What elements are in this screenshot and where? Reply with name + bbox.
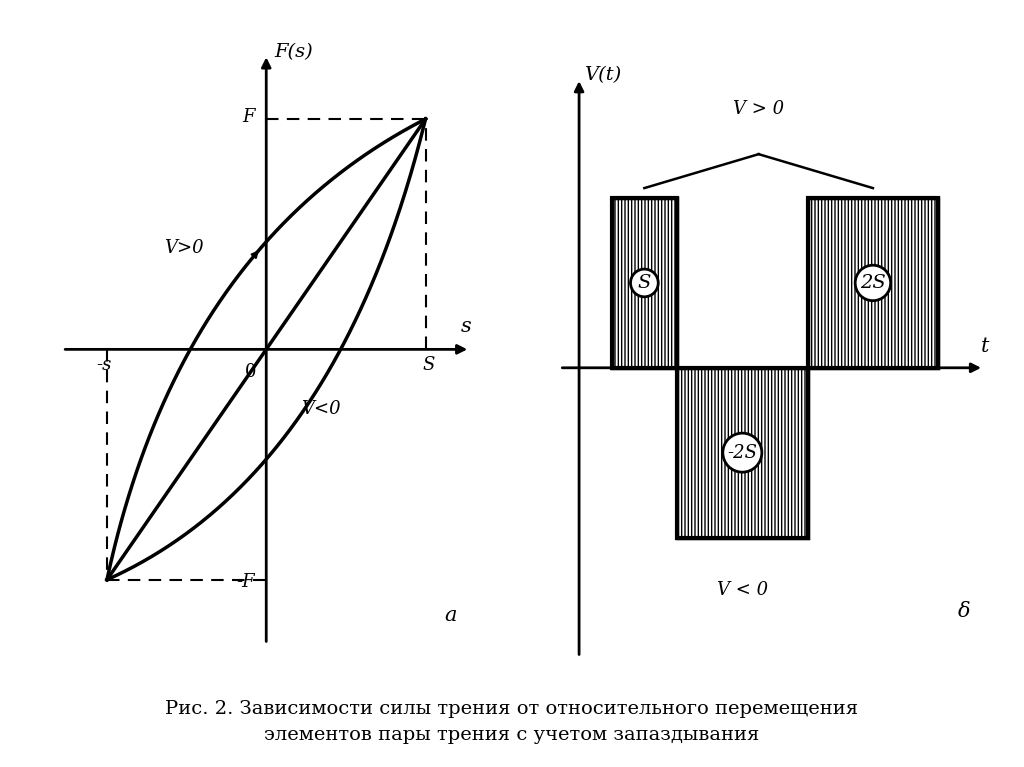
Text: элементов пары трения с учетом запаздывания: элементов пары трения с учетом запаздыва… <box>264 726 760 744</box>
Text: -s: -s <box>96 356 112 374</box>
Text: F: F <box>243 107 255 126</box>
Text: -2S: -2S <box>727 443 758 462</box>
Text: S: S <box>638 274 651 292</box>
Text: V<0: V<0 <box>301 400 341 418</box>
Text: 2S: 2S <box>860 274 886 292</box>
Text: S: S <box>423 356 435 374</box>
Text: s: s <box>461 317 471 335</box>
Text: t: t <box>981 337 989 356</box>
Text: δ: δ <box>957 602 971 621</box>
Bar <box>808 198 938 368</box>
Bar <box>808 198 938 368</box>
Bar <box>611 198 677 368</box>
Text: V(t): V(t) <box>585 66 622 84</box>
Text: Рис. 2. Зависимости силы трения от относительного перемещения: Рис. 2. Зависимости силы трения от относ… <box>166 700 858 719</box>
Text: a: a <box>444 606 457 625</box>
Text: F(s): F(s) <box>274 44 313 61</box>
Text: V < 0: V < 0 <box>717 581 768 600</box>
Bar <box>677 368 808 538</box>
Bar <box>677 368 808 538</box>
Text: V>0: V>0 <box>164 239 203 257</box>
Text: 0: 0 <box>245 364 257 381</box>
Text: V > 0: V > 0 <box>733 100 784 118</box>
Bar <box>611 198 677 368</box>
Text: -F: -F <box>237 573 255 591</box>
